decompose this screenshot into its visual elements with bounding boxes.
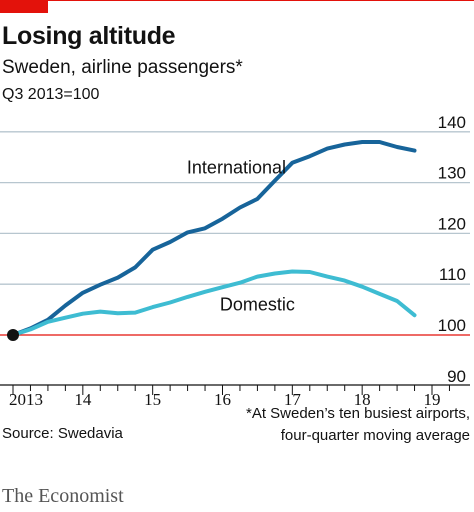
y-tick-label: 140 — [438, 113, 466, 132]
x-tick-label: 2013 — [9, 390, 43, 409]
start-point-marker — [7, 329, 19, 341]
x-tick-label: 19 — [424, 390, 441, 409]
y-tick-label: 100 — [438, 316, 466, 335]
y-tick-label: 90 — [447, 367, 466, 386]
x-tick-label: 16 — [214, 390, 231, 409]
economist-logo: The Economist — [2, 485, 124, 507]
footnote-line-1: *At Sweden’s ten busiest airports, — [245, 405, 470, 422]
series-line-international — [11, 140, 417, 337]
x-tick-label: 15 — [144, 390, 161, 409]
footnote: *At Sweden’s ten busiest airports, four-… — [246, 403, 470, 447]
brand-accent-bar — [0, 0, 48, 13]
series-line-domestic — [11, 269, 417, 337]
y-tick-label: 120 — [438, 214, 466, 233]
y-tick-label: 130 — [438, 164, 466, 183]
footnote-line-2: four-quarter moving average — [280, 427, 470, 444]
y-tick-label: 110 — [439, 265, 466, 284]
chart-title: Losing altitude — [2, 22, 176, 50]
chart-unit-note: Q3 2013=100 — [2, 86, 100, 103]
source-note: Source: Swedavia — [2, 425, 123, 442]
series-label-domestic: Domestic — [220, 295, 295, 315]
series-label-international: International — [187, 157, 286, 177]
chart-subtitle: Sweden, airline passengers* — [2, 57, 243, 78]
x-tick-label: 18 — [354, 390, 371, 409]
x-tick-label: 17 — [284, 390, 302, 409]
top-rule — [0, 0, 474, 1]
x-tick-label: 14 — [74, 390, 92, 409]
